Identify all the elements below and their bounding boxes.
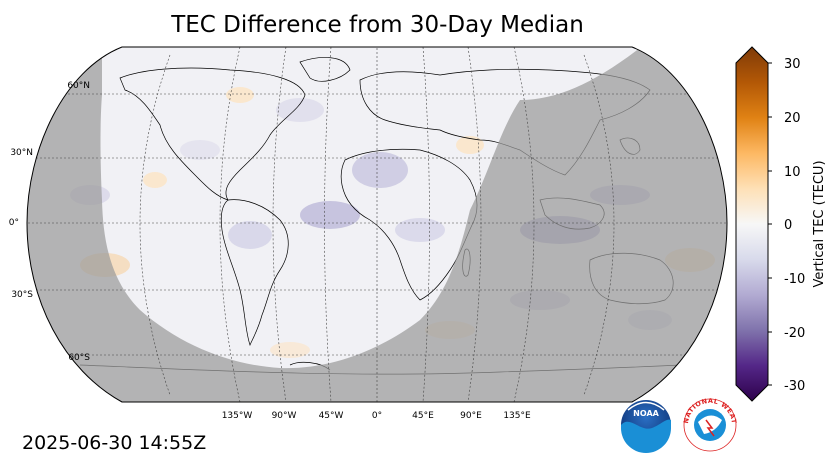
noaa-logo: NOAA — [621, 400, 671, 453]
colorbar-tick-30: 30 — [784, 57, 801, 72]
lat-label-60s: 60°S — [68, 353, 90, 363]
colorbar-tick-neg30: -30 — [784, 379, 805, 394]
colorbar: 30 20 10 0 -10 -20 -30 Vertical TEC (TEC… — [735, 46, 827, 402]
lon-label-135e: 135°E — [503, 411, 531, 421]
lon-label-45e: 45°E — [412, 411, 434, 421]
lat-label-30n: 30°N — [10, 148, 33, 158]
lat-label-30s: 30°S — [11, 290, 33, 300]
map-globe — [27, 47, 727, 402]
lon-label-0: 0° — [372, 411, 382, 421]
timestamp: 2025-06-30 14:55Z — [22, 432, 207, 454]
lon-label-90w: 90°W — [272, 411, 297, 421]
colorbar-tick-neg10: -10 — [784, 272, 805, 287]
page-title: TEC Difference from 30-Day Median — [171, 12, 584, 38]
colorbar-tick-0: 0 — [784, 218, 792, 233]
colorbar-label: Vertical TEC (TECU) — [812, 160, 827, 287]
lat-label-eq: 0° — [9, 218, 19, 228]
lon-label-135w: 135°W — [222, 411, 253, 421]
colorbar-tick-10: 10 — [784, 165, 801, 180]
map-outline — [26, 46, 728, 403]
lat-label-60n: 60°N — [67, 81, 90, 91]
night-overlay — [27, 47, 727, 402]
colorbar-tick-neg20: -20 — [784, 326, 805, 341]
svg-text:NOAA: NOAA — [633, 409, 659, 418]
lon-label-90e: 90°E — [460, 411, 482, 421]
graticule — [27, 47, 727, 402]
colorbar-bar — [735, 46, 769, 402]
lon-label-45w: 45°W — [319, 411, 344, 421]
colorbar-tick-20: 20 — [784, 111, 801, 126]
